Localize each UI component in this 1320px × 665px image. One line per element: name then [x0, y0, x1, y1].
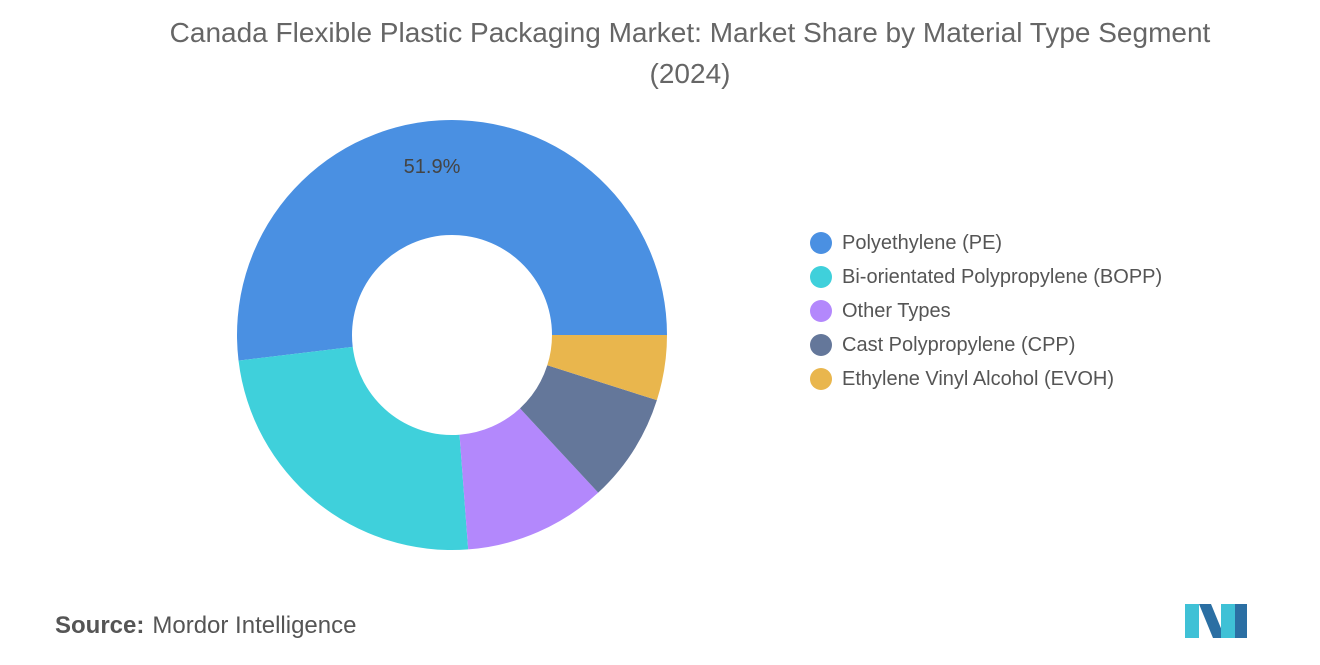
legend-label: Other Types	[842, 300, 951, 322]
chart-title: Canada Flexible Plastic Packaging Market…	[169, 17, 1211, 89]
donut-slice	[459, 408, 599, 550]
logo	[1185, 604, 1247, 638]
legend-label: Cast Polypropylene (CPP)	[842, 334, 1076, 356]
legend-label: Ethylene Vinyl Alcohol (EVOH)	[842, 368, 1114, 390]
legend-swatch	[810, 368, 832, 390]
source: Source: Mordor Intelligence	[55, 612, 356, 640]
legend-item: Other Types	[810, 298, 1190, 324]
donut-slice	[547, 335, 667, 401]
legend-item: Cast Polypropylene (CPP)	[810, 332, 1190, 358]
legend-label: Polyethylene (PE)	[842, 232, 1003, 254]
donut-slice	[519, 365, 657, 493]
legend-label: Bi-orientated Polypropylene (BOPP)	[842, 266, 1163, 288]
chart: 51.9%	[237, 120, 667, 550]
data-label: 51.9%	[404, 156, 461, 178]
legend-swatch	[810, 232, 832, 254]
legend-item: Polyethylene (PE)	[810, 230, 1190, 256]
legend-swatch	[810, 334, 832, 356]
legend-item: Bi-orientated Polypropylene (BOPP)	[810, 264, 1190, 290]
legend: Polyethylene (PE) Bi-orientated Polypropy…	[810, 230, 1190, 400]
source-text: Mordor Intelligence	[152, 612, 357, 639]
source-label: Source:	[55, 612, 145, 639]
legend-item: Ethylene Vinyl Alcohol (EVOH)	[810, 366, 1190, 392]
legend-swatch	[810, 300, 832, 322]
legend-swatch	[810, 266, 832, 288]
donut-slice	[238, 346, 469, 550]
donut-slice	[237, 120, 667, 361]
